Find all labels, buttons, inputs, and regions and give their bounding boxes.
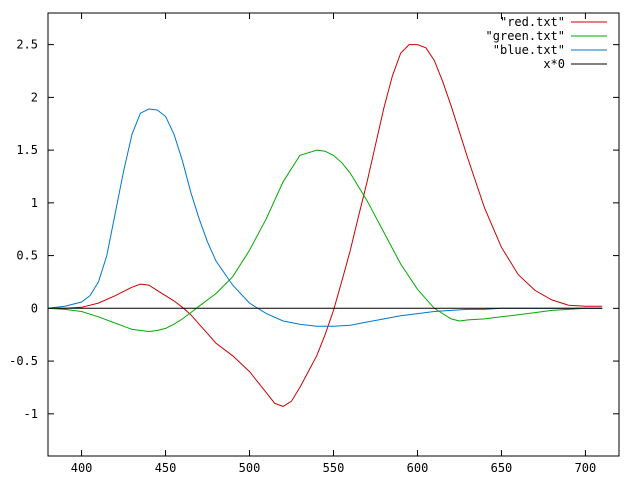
legend-label: "green.txt" (486, 29, 565, 43)
x-tick-label: 600 (407, 461, 429, 475)
axis-ticks (48, 13, 619, 456)
plot-area-frame (47, 12, 620, 457)
x-tick-label: 700 (575, 461, 597, 475)
series-line-green-txt (47, 149, 603, 333)
legend-label: x*0 (543, 57, 565, 71)
x-tick-label: 400 (71, 461, 93, 475)
y-tick-label: 1.5 (16, 143, 38, 157)
y-tick-label: -1 (24, 407, 38, 421)
y-tick-label: 1 (31, 196, 38, 210)
x-tick-label: 550 (323, 461, 345, 475)
axis-tick-labels: 400 450 500 550 600 650 700 2.5 2 1.5 1 0.5 0 -0.5 -1 (9, 38, 596, 475)
series-line-red-txt (48, 44, 603, 407)
series-layer (47, 44, 603, 407)
y-tick-label: -0.5 (9, 354, 38, 368)
legend-label: "blue.txt" (493, 43, 565, 57)
legend: "red.txt""green.txt""blue.txt"x*0 (486, 15, 607, 71)
x-tick-label: 450 (155, 461, 177, 475)
series-line-blue-txt (47, 108, 603, 327)
legend-label: "red.txt" (500, 15, 565, 29)
x-tick-label: 500 (239, 461, 261, 475)
y-tick-label: 0.5 (16, 249, 38, 263)
y-tick-label: 2.5 (16, 38, 38, 52)
y-tick-label: 2 (31, 90, 38, 104)
y-tick-label: 0 (31, 301, 38, 315)
x-tick-label: 650 (491, 461, 513, 475)
